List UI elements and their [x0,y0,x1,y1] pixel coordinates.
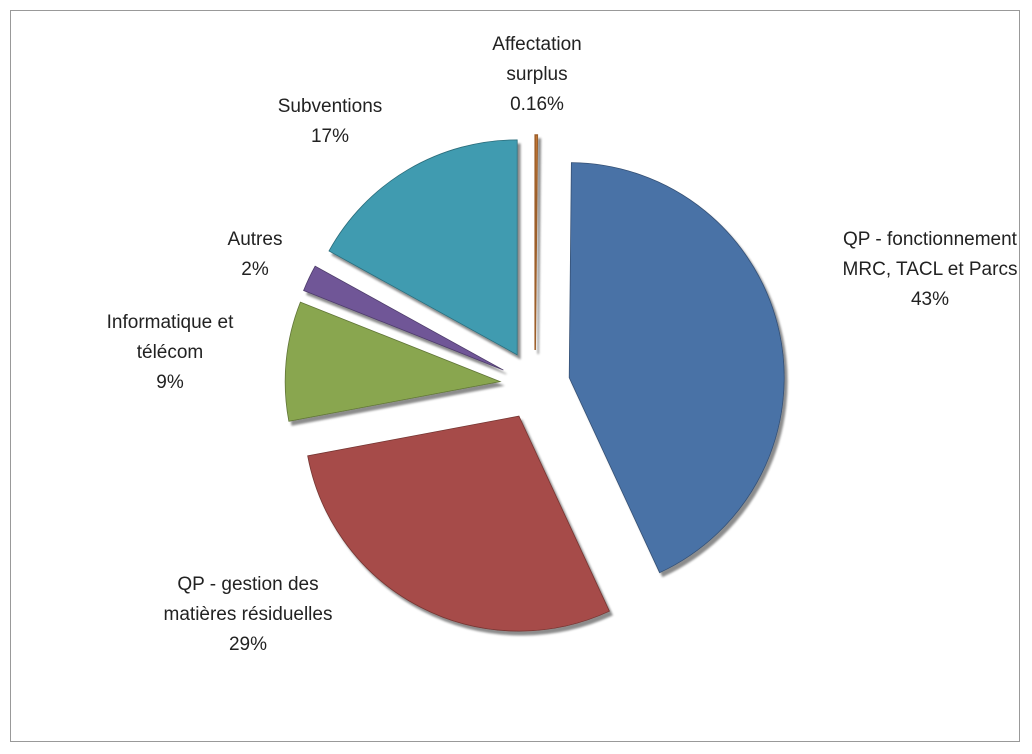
category-label: QP - fonctionnement MRC, TACL et Parcs [842,229,1018,280]
slice-label: Autres 2% [215,225,295,285]
pie-slice [534,134,539,351]
pie-slice [307,415,610,632]
category-label: Subventions [277,96,383,117]
slice-label: QP - fonctionnement MRC, TACL et Parcs 43… [840,225,1020,315]
pie-slice [303,265,504,371]
category-label: Informatique et télécom [106,312,234,363]
value-label: 17% [310,126,350,147]
pie-slice [328,139,518,356]
slice-label: Subventions 17% [255,92,405,152]
value-label: 29% [228,634,268,655]
slice-label: Informatique et télécom 9% [95,308,245,398]
pie [284,134,785,632]
slice-label: Affectation surplus 0.16% [472,30,602,120]
category-label: Affectation surplus [492,34,582,85]
pie-slice [568,162,785,574]
category-label: QP - gestion des matières résiduelles [163,574,333,625]
value-label: 0.16% [510,94,564,115]
slice-label: QP - gestion des matières résiduelles 29% [153,570,343,660]
chart-frame [10,10,1020,742]
category-label: Autres [227,229,283,250]
pie-slice [284,301,502,422]
value-label: 2% [241,259,269,280]
value-label: 9% [156,372,184,393]
value-label: 43% [910,289,950,310]
